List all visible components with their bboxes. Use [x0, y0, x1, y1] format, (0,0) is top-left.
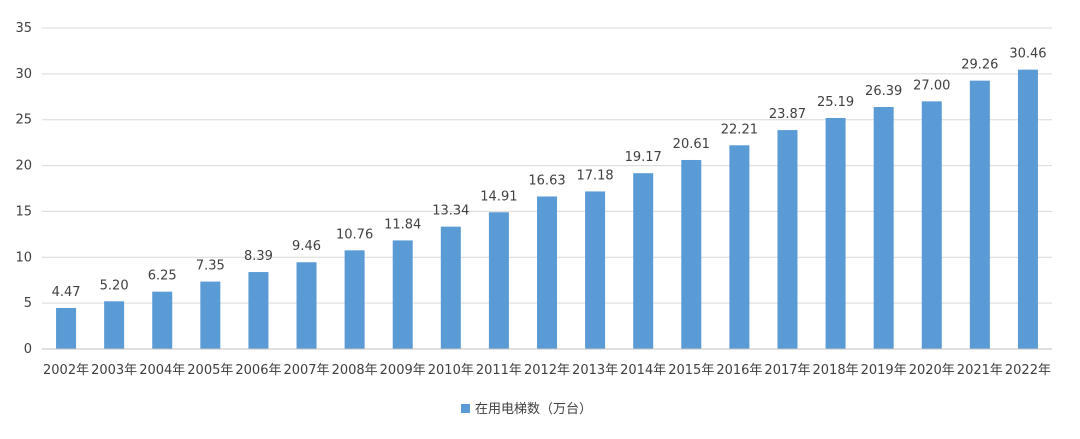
- y-tick-label: 30: [15, 67, 32, 82]
- x-tick-label: 2017年: [764, 363, 810, 378]
- x-tick-label: 2003年: [91, 363, 137, 378]
- bar: [633, 173, 654, 349]
- data-label: 26.39: [865, 84, 902, 99]
- data-label: 17.18: [576, 168, 613, 183]
- labels-layer: 4.47 5.20 6.25 7.35 8.39 9.46 10.76 11.84 13.34 1…: [52, 47, 1047, 300]
- data-label: 4.47: [52, 285, 81, 300]
- y-tick-label: 35: [15, 21, 32, 36]
- bar: [440, 226, 461, 349]
- data-label: 13.34: [432, 204, 469, 219]
- bar: [537, 196, 557, 349]
- data-label: 5.20: [100, 278, 129, 293]
- legend-label: 在用电梯数（万台）: [475, 402, 592, 417]
- bar: [873, 106, 894, 349]
- data-label: 20.61: [673, 137, 710, 152]
- bar: [1017, 69, 1038, 350]
- bar: [969, 80, 990, 350]
- bar: [248, 272, 269, 349]
- data-label: 8.39: [244, 249, 273, 264]
- bar: [344, 250, 365, 349]
- y-tick-label: 5: [24, 296, 32, 311]
- x-tick-label: 2014年: [620, 363, 666, 378]
- x-tick-label: 2009年: [380, 363, 426, 378]
- data-label: 11.84: [384, 217, 421, 232]
- data-label: 22.21: [721, 122, 758, 137]
- x-tick-label: 2013年: [572, 363, 618, 378]
- x-tick-label: 2021年: [957, 363, 1003, 378]
- x-tick-label: 2005年: [187, 363, 233, 378]
- bar: [392, 240, 413, 349]
- x-tick-label: 2008年: [332, 363, 378, 378]
- y-tick-label: 0: [24, 342, 32, 357]
- data-label: 6.25: [148, 269, 177, 284]
- data-label: 9.46: [292, 239, 321, 254]
- x-tick-label: 2022年: [1005, 363, 1051, 378]
- x-tick-label: 2002年: [43, 363, 89, 378]
- data-label: 29.26: [961, 58, 998, 73]
- bar: [681, 159, 702, 349]
- bar: [488, 212, 509, 349]
- bar: [729, 145, 750, 349]
- bar: [152, 291, 173, 349]
- x-tick-label: 2011年: [476, 363, 522, 378]
- x-tick-label: 2016年: [716, 363, 762, 378]
- legend-swatch: [461, 404, 470, 413]
- bar: [200, 281, 221, 349]
- bars-layer: [56, 69, 1038, 350]
- x-tick-label: 2015年: [668, 363, 714, 378]
- bar: [104, 301, 125, 349]
- y-tick-label: 20: [15, 159, 32, 174]
- x-tick-label: 2004年: [139, 363, 185, 378]
- y-tick-label: 15: [15, 204, 32, 219]
- x-tick-label: 2020年: [909, 363, 955, 378]
- bar: [56, 308, 77, 349]
- x-tick-label: 2006年: [235, 363, 281, 378]
- legend: 在用电梯数（万台）: [461, 402, 592, 417]
- data-label: 16.63: [528, 173, 565, 188]
- data-label: 30.46: [1009, 47, 1046, 62]
- data-label: 27.00: [913, 78, 950, 93]
- bar: [777, 130, 798, 349]
- data-label: 25.19: [817, 95, 854, 110]
- data-label: 10.76: [336, 227, 373, 242]
- data-label: 23.87: [769, 107, 806, 122]
- x-tick-label: 2012年: [524, 363, 570, 378]
- data-label: 19.17: [625, 150, 662, 165]
- data-label: 7.35: [196, 259, 225, 274]
- x-tick-label: 2007年: [283, 363, 329, 378]
- x-tick-label: 2010年: [428, 363, 474, 378]
- y-tick-label: 25: [15, 113, 32, 128]
- y-tick-label: 10: [15, 250, 32, 265]
- x-tick-label: 2018年: [813, 363, 859, 378]
- bar: [921, 101, 942, 349]
- bar: [825, 117, 846, 350]
- x-tick-label: 2019年: [861, 363, 907, 378]
- bar: [585, 191, 606, 349]
- data-label: 14.91: [480, 189, 517, 204]
- bar: [296, 262, 317, 349]
